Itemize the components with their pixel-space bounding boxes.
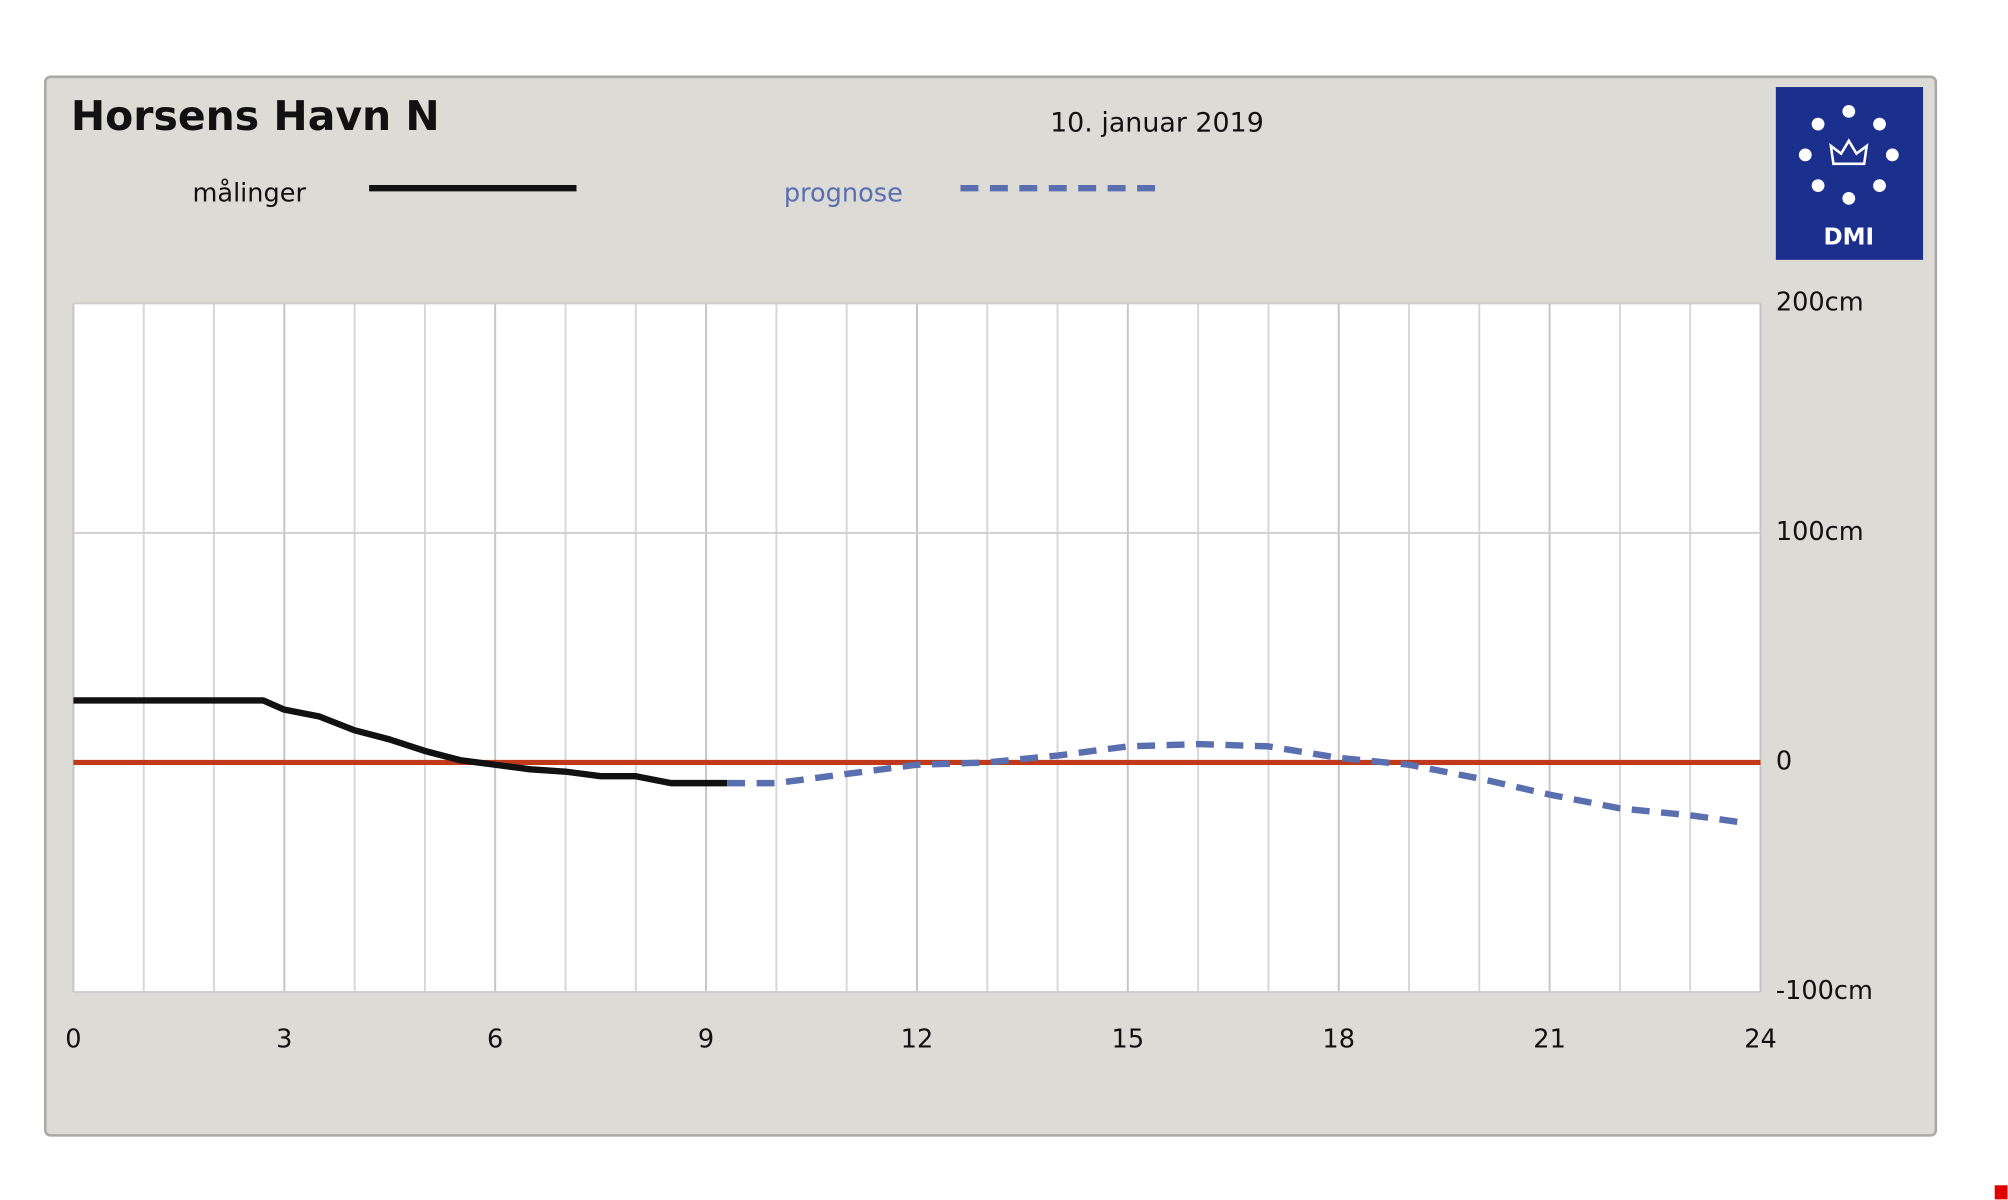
x-tick-label: 0: [65, 1025, 81, 1055]
x-tick-label: 12: [901, 1025, 934, 1055]
x-tick-label: 3: [276, 1025, 292, 1055]
logo: DMI: [1775, 87, 1924, 260]
legend-label: målinger: [192, 179, 306, 209]
corner-mark: [1994, 1185, 2008, 1200]
chart-subtitle: 10. januar 2019: [1050, 108, 1264, 139]
y-tick-label: 100cm: [1776, 517, 1864, 547]
logo-text: DMI: [1823, 225, 1874, 251]
legend-label: prognose: [784, 179, 903, 209]
x-tick-label: 15: [1112, 1025, 1145, 1055]
y-tick-label: 0: [1776, 746, 1792, 776]
x-tick-label: 18: [1322, 1025, 1355, 1055]
chart-title: Horsens Havn N: [71, 92, 440, 140]
logo-stars: [1798, 104, 1899, 205]
series-line: [727, 740, 1740, 826]
x-tick-label: 9: [698, 1025, 714, 1055]
x-tick-label: 21: [1533, 1025, 1566, 1055]
series-line: [73, 697, 728, 787]
x-tick-label: 6: [487, 1025, 503, 1055]
x-tick-label: 24: [1744, 1025, 1777, 1055]
y-tick-label: 200cm: [1776, 287, 1864, 317]
y-tick-label: -100cm: [1776, 976, 1873, 1006]
